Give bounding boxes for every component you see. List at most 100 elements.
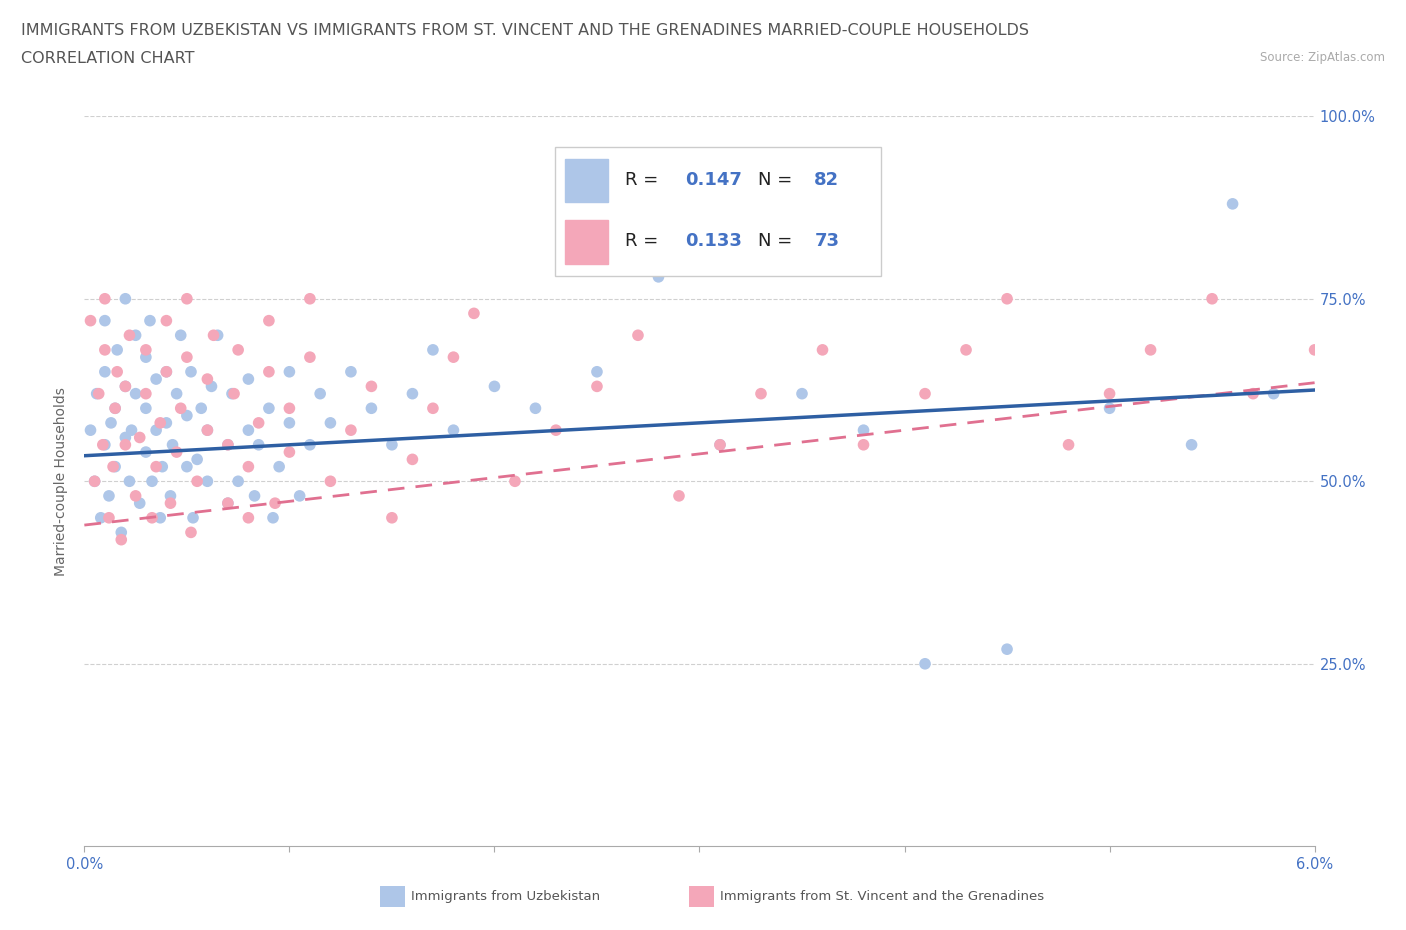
Point <box>145 459 167 474</box>
Point <box>319 474 342 489</box>
Point <box>1303 342 1326 357</box>
Point <box>101 459 124 474</box>
Point <box>135 342 157 357</box>
Point <box>190 401 212 416</box>
Point <box>1139 342 1161 357</box>
Point <box>114 291 136 306</box>
Point <box>94 291 117 306</box>
Point <box>463 306 485 321</box>
Point <box>238 372 260 387</box>
Point <box>1222 196 1244 211</box>
Point <box>114 430 136 445</box>
Point <box>186 452 208 467</box>
Text: Source: ZipAtlas.com: Source: ZipAtlas.com <box>1260 51 1385 64</box>
Point <box>298 350 321 365</box>
Point <box>586 379 609 393</box>
Point <box>238 459 260 474</box>
Point <box>995 291 1018 306</box>
Point <box>197 423 219 438</box>
Point <box>104 401 127 416</box>
Text: Immigrants from Uzbekistan: Immigrants from Uzbekistan <box>411 890 600 903</box>
Point <box>340 423 363 438</box>
Point <box>401 386 423 401</box>
Point <box>1057 437 1080 452</box>
Point <box>118 328 141 343</box>
Point <box>709 437 731 452</box>
Point <box>181 511 204 525</box>
Point <box>110 525 132 539</box>
Point <box>83 474 105 489</box>
Point <box>104 459 127 474</box>
Text: CORRELATION CHART: CORRELATION CHART <box>21 51 194 66</box>
Point <box>91 437 114 452</box>
Point <box>166 445 188 459</box>
Point <box>238 423 260 438</box>
Point <box>1098 401 1121 416</box>
Point <box>914 657 936 671</box>
Point <box>995 642 1018 657</box>
Point <box>145 372 167 387</box>
Point <box>586 365 609 379</box>
Bar <box>565 159 609 202</box>
Point <box>98 488 120 503</box>
Point <box>114 379 136 393</box>
Point <box>149 416 172 431</box>
Point <box>955 342 977 357</box>
Point <box>145 423 167 438</box>
Point <box>668 488 690 503</box>
Point <box>1263 386 1285 401</box>
Point <box>128 430 150 445</box>
Point <box>135 386 157 401</box>
Point <box>647 270 669 285</box>
Point <box>197 372 219 387</box>
Point <box>914 386 936 401</box>
Point <box>159 496 181 511</box>
Point <box>852 437 875 452</box>
Point <box>217 437 239 452</box>
Point <box>221 386 243 401</box>
Point <box>170 401 193 416</box>
Point <box>319 416 342 431</box>
Point <box>298 291 321 306</box>
Text: 73: 73 <box>814 232 839 250</box>
Point <box>443 350 465 365</box>
Point <box>155 365 177 379</box>
Point <box>207 328 229 343</box>
Point <box>1241 386 1264 401</box>
Point <box>139 313 162 328</box>
Point <box>217 496 239 511</box>
Point <box>852 423 875 438</box>
Text: R =: R = <box>624 232 664 250</box>
Point <box>749 386 772 401</box>
Point <box>238 511 260 525</box>
Point <box>121 423 143 438</box>
Point <box>360 379 382 393</box>
Point <box>149 511 172 525</box>
Point <box>360 401 382 416</box>
Point <box>100 416 122 431</box>
Point <box>340 365 363 379</box>
FancyBboxPatch shape <box>555 147 880 275</box>
Point <box>401 452 423 467</box>
Point <box>105 342 128 357</box>
Point <box>811 342 834 357</box>
Point <box>288 488 311 503</box>
Point <box>217 437 239 452</box>
Point <box>484 379 506 393</box>
Point <box>381 437 404 452</box>
Point <box>114 437 136 452</box>
Point <box>128 496 150 511</box>
Text: 0.133: 0.133 <box>685 232 741 250</box>
Point <box>155 313 177 328</box>
Point <box>170 328 193 343</box>
Point <box>105 365 128 379</box>
Point <box>118 474 141 489</box>
Point <box>298 437 321 452</box>
Point <box>94 365 117 379</box>
Point <box>247 416 270 431</box>
Point <box>544 423 567 438</box>
Point <box>269 459 291 474</box>
Point <box>503 474 526 489</box>
Text: IMMIGRANTS FROM UZBEKISTAN VS IMMIGRANTS FROM ST. VINCENT AND THE GRENADINES MAR: IMMIGRANTS FROM UZBEKISTAN VS IMMIGRANTS… <box>21 23 1029 38</box>
Point <box>226 474 249 489</box>
